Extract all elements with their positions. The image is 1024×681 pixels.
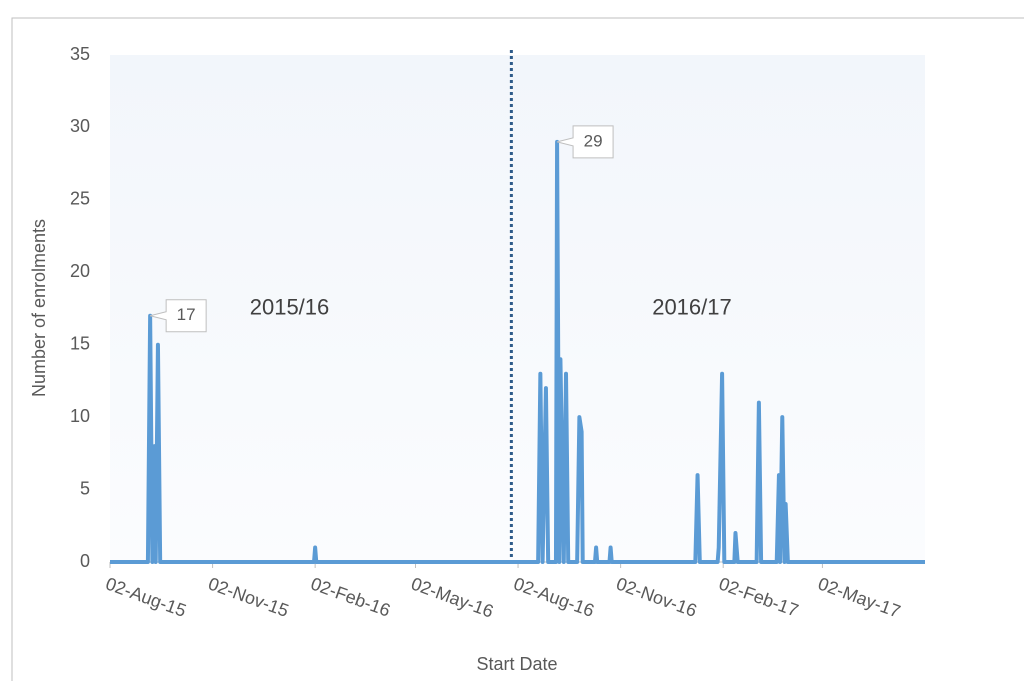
plot-area (110, 55, 925, 562)
y-tick-label: 10 (70, 406, 90, 426)
y-tick-label: 5 (80, 478, 90, 498)
y-tick-label: 0 (80, 551, 90, 571)
callout-box (556, 125, 614, 159)
y-axis-title: Number of enrolments (29, 219, 49, 397)
data-label: 29 (584, 131, 603, 150)
y-tick-label: 25 (70, 189, 90, 209)
x-axis-title: Start Date (476, 654, 557, 674)
series-line (110, 139, 925, 564)
y-tick-label: 30 (70, 116, 90, 136)
y-tick-label: 35 (70, 44, 90, 64)
data-label: 17 (177, 305, 196, 324)
annotation: 2016/17 (652, 294, 732, 319)
callout-box (150, 299, 207, 333)
y-tick-label: 15 (70, 333, 90, 353)
annotation: 2015/16 (250, 294, 330, 319)
y-tick-label: 20 (70, 261, 90, 281)
